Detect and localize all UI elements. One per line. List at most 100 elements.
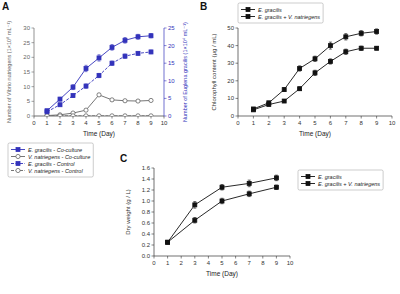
y-tick-label: 25 [23, 40, 30, 46]
y-tick [152, 256, 155, 257]
x-tick [222, 256, 223, 259]
error-bar [124, 38, 127, 44]
error-bar [375, 29, 378, 34]
error-bar [329, 42, 332, 49]
x-tick [361, 116, 362, 119]
x-tick [284, 116, 285, 119]
point [110, 61, 114, 65]
legend-marker [16, 154, 20, 158]
x-tick [276, 256, 277, 259]
point [58, 103, 62, 107]
point [149, 98, 153, 102]
x-axis-label: Time (Day) [299, 130, 331, 138]
legend-marker [246, 15, 250, 19]
x-tick-label: 2 [58, 120, 62, 126]
error-cap [98, 61, 101, 62]
x-tick [208, 256, 209, 259]
x-tick-label: 0 [236, 120, 240, 126]
y-tick-label: 0.8 [142, 209, 151, 215]
panel: A0123456789100510152025300510152025Time … [2, 1, 188, 138]
x-tick-label: 8 [360, 120, 364, 126]
y-tick [32, 72, 35, 73]
error-bar [248, 180, 251, 187]
x-tick-label: 7 [123, 120, 127, 126]
error-bar [221, 185, 224, 191]
point [251, 108, 255, 112]
point [359, 46, 363, 50]
y-tick-label: 50 [227, 25, 234, 31]
error-cap [248, 180, 251, 181]
point [375, 30, 379, 34]
x-tick [290, 256, 291, 259]
x-tick [151, 116, 152, 119]
plot-area [45, 34, 153, 116]
x-tick-label: 9 [275, 260, 279, 266]
x-tick [194, 256, 195, 259]
x-tick [253, 116, 254, 119]
y2-tick-label: 0 [168, 113, 172, 119]
legend-item: E. gracilis [241, 7, 282, 13]
error-bar [137, 34, 140, 39]
x-tick-label: 2 [180, 260, 184, 266]
y-tick [32, 28, 35, 29]
y2-tick [164, 80, 167, 81]
error-bar [85, 65, 88, 71]
legend-box [8, 143, 93, 177]
series [166, 185, 279, 244]
y2-tick [164, 45, 167, 46]
error-bar [72, 94, 75, 98]
y2-tick-label: 15 [168, 60, 175, 66]
x-tick-label: 8 [136, 120, 140, 126]
x-tick-label: 5 [97, 120, 101, 126]
y-tick-label: 10 [23, 84, 30, 90]
error-cap [329, 42, 332, 43]
point [58, 114, 62, 116]
legend-marker [16, 162, 20, 166]
y-tick-label: 0 [231, 113, 235, 119]
series [45, 50, 153, 114]
x-tick [154, 256, 155, 259]
x-tick-label: 8 [261, 260, 265, 266]
x-tick-label: 6 [329, 120, 333, 126]
title: A [2, 1, 9, 12]
y2-tick [164, 98, 167, 99]
y-tick [32, 101, 35, 102]
legend-label: V. natriegens - Control [28, 168, 83, 174]
series [251, 46, 378, 112]
error-bar [98, 93, 101, 96]
y-axis-label: Number of Vibrio natriegens (1×10⁸ mL⁻¹) [6, 21, 12, 123]
error-bar [360, 46, 363, 50]
legend-label: E. gracilis + V. natriegens [318, 181, 380, 187]
legend: E. gracilisE. gracilis + V. natriegens [298, 170, 383, 190]
y-tick-label: 1.0 [142, 198, 151, 204]
x-tick-label: 9 [149, 120, 153, 126]
point [328, 59, 332, 63]
point [97, 114, 101, 116]
y-tick-label: 0.0 [142, 253, 151, 259]
error-bar [344, 49, 347, 54]
point [193, 218, 197, 222]
point [110, 114, 114, 116]
y-tick-label: 30 [23, 25, 30, 31]
chart: A0123456789100510152025300510152025Time … [0, 0, 400, 294]
legend: E. gracilis - Co-cultureV. natriegens - … [8, 143, 93, 177]
x-tick-label: 7 [344, 120, 348, 126]
error-bar [137, 52, 140, 56]
point [149, 50, 153, 54]
x-tick [262, 256, 263, 259]
error-bar [166, 241, 169, 243]
legend-label: E. gracilis [318, 174, 342, 180]
y-tick-label: 20 [23, 54, 30, 60]
y-tick-label: 1.2 [142, 187, 151, 193]
legend-label: E. gracilis [258, 7, 282, 13]
x-tick-label: 4 [298, 120, 302, 126]
y-tick [32, 42, 35, 43]
y2-tick-label: 25 [168, 25, 175, 31]
title: B [200, 1, 207, 12]
point [274, 176, 278, 180]
y-tick [152, 168, 155, 169]
series-line [47, 95, 151, 116]
point [220, 185, 224, 189]
legend-item: E. gracilis - Control [11, 161, 75, 167]
x-tick [47, 116, 48, 119]
